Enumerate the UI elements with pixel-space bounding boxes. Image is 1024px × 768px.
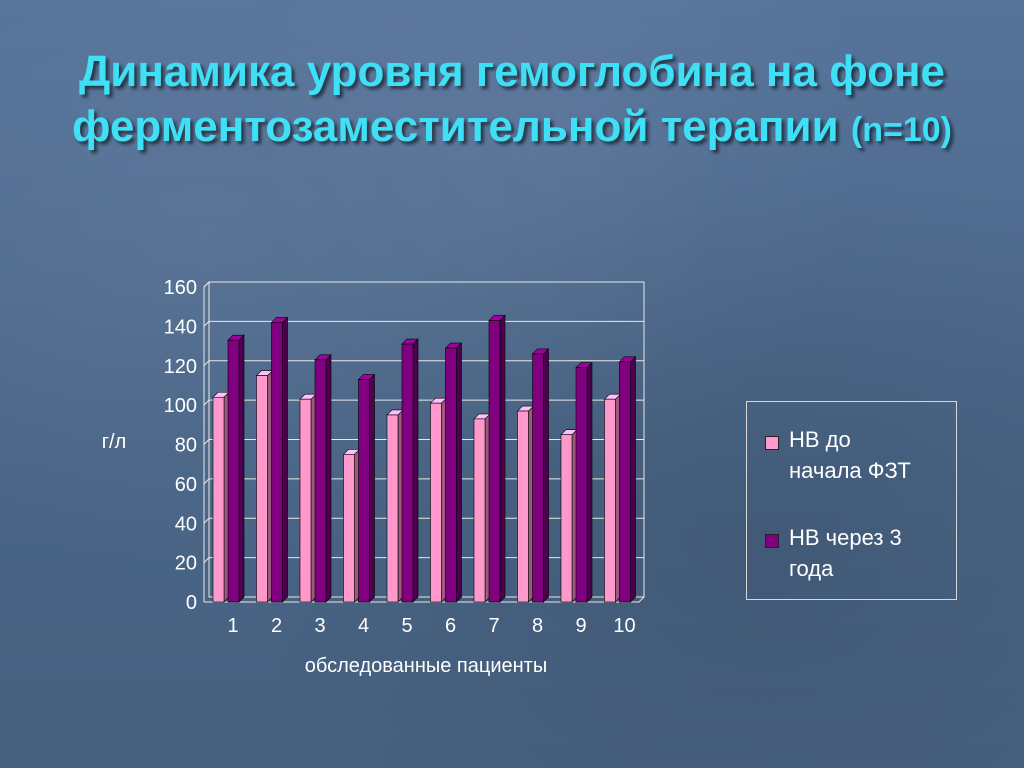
bar-side: [630, 356, 636, 603]
legend-label-after-line1: НВ через 3: [789, 525, 902, 550]
legend-label-after-line2: года: [789, 556, 834, 581]
bar-before-ft: [212, 396, 225, 603]
title-n: (n=10): [850, 111, 952, 149]
gridline-side: [203, 321, 210, 327]
bar-after-3y: [575, 367, 588, 603]
x-tick-label: 2: [271, 615, 282, 637]
y-tick-label: 20: [175, 553, 197, 575]
bar-before-ft: [517, 410, 529, 603]
bar-side: [412, 338, 419, 603]
x-axis-label: обследованные пациенты: [305, 655, 547, 677]
legend-swatch-after: [765, 534, 779, 548]
y-tick-label: 140: [164, 316, 197, 338]
bar-after-3y: [401, 343, 414, 603]
x-tick-label: 10: [613, 615, 635, 637]
bar-before-ft: [560, 434, 573, 603]
bar-side: [325, 354, 332, 603]
bar-after-3y: [445, 347, 457, 603]
bar-side: [456, 342, 462, 603]
title-text: Динамика уровня гемоглобина на фоне ферм…: [72, 47, 946, 151]
x-tick-label: 5: [401, 615, 412, 637]
y-tick-label: 40: [175, 513, 197, 535]
bar-before-ft: [299, 398, 312, 603]
bar-before-ft: [473, 418, 486, 603]
bar-before-ft: [604, 398, 616, 603]
bar-side: [586, 361, 593, 603]
x-tick-label: 9: [575, 615, 586, 637]
gridline-side: [203, 399, 210, 406]
y-tick-label: 60: [175, 474, 197, 496]
bar-side: [499, 314, 506, 603]
bar-before-ft: [430, 402, 442, 603]
bar-before-ft: [386, 414, 399, 603]
y-tick-label: 80: [175, 435, 197, 457]
x-tick-label: 6: [445, 615, 456, 637]
x-tick-label: 8: [532, 615, 543, 637]
x-tick-label: 3: [314, 615, 325, 637]
legend-label-before-line2: начала ФЗТ: [789, 458, 911, 483]
y-tick-label: 100: [164, 395, 197, 417]
gridline-side: [203, 478, 210, 485]
y-axis-label: г/л: [102, 431, 127, 453]
bar-before-ft: [343, 454, 355, 603]
y-tick-label: 160: [164, 277, 197, 299]
x-tick-label: 1: [227, 615, 238, 637]
bar-side: [238, 334, 245, 603]
x-tick-label: 7: [488, 615, 499, 637]
x-tick-label: 4: [358, 615, 369, 637]
bar-after-3y: [358, 379, 370, 603]
bar-after-3y: [619, 361, 631, 603]
bar-before-ft: [256, 375, 268, 603]
gridline-side: [203, 557, 210, 563]
bar-after-3y: [532, 353, 544, 603]
chart-legend: НВ до начала ФЗТ НВ через 3 года: [746, 401, 957, 600]
gridline-side: [203, 360, 210, 367]
bar-after-3y: [271, 322, 283, 603]
slide-title: Динамика уровня гемоглобина на фоне ферм…: [60, 44, 964, 158]
bar-side: [543, 348, 549, 603]
gridline-side: [203, 281, 210, 288]
bar-side: [282, 316, 288, 603]
y-tick-label: 120: [164, 356, 197, 378]
gridline-side: [203, 517, 210, 524]
y-tick-label: 0: [186, 592, 197, 614]
legend-swatch-before: [765, 436, 779, 450]
bar-after-3y: [488, 320, 501, 603]
gridline-side: [203, 439, 210, 445]
bar-after-3y: [314, 359, 327, 603]
bar-after-3y: [227, 339, 240, 603]
bar-side: [369, 373, 375, 603]
legend-label-before-line1: НВ до: [789, 427, 851, 452]
